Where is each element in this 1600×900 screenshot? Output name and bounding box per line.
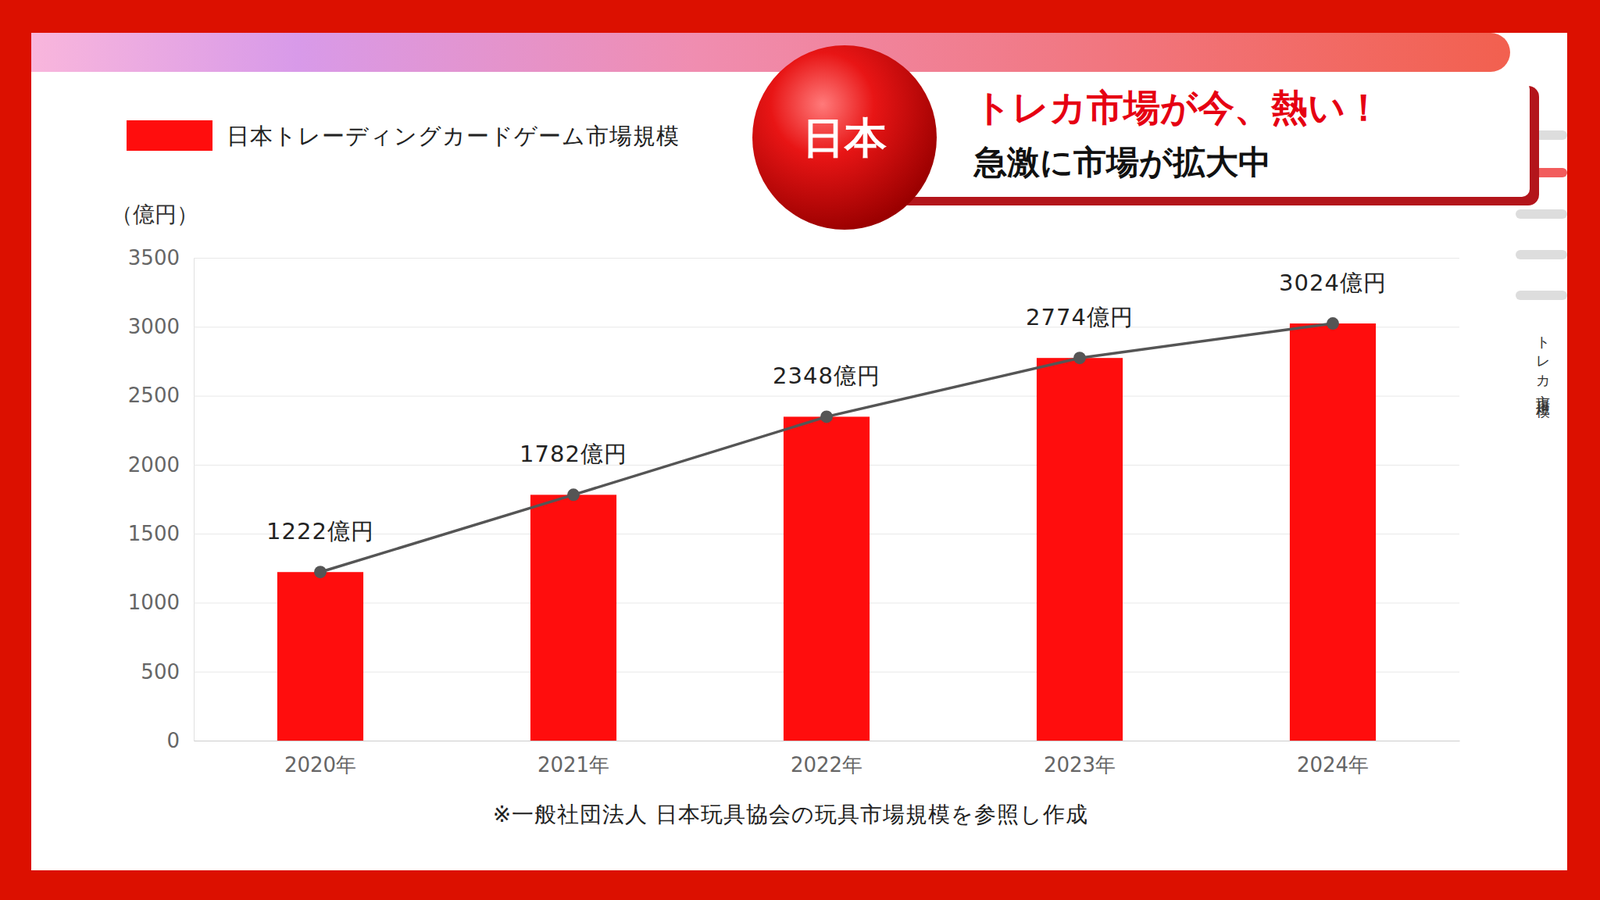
panel xyxy=(31,32,1568,871)
y-axis-title: （億円） xyxy=(110,201,199,228)
bar xyxy=(277,571,364,741)
data-label: 2774億円 xyxy=(1025,303,1134,331)
x-tick: 2020年 xyxy=(284,753,357,777)
top-band xyxy=(31,32,94,72)
line xyxy=(320,323,1333,572)
subtitle: 急激に市場が拡大中 xyxy=(972,142,1272,182)
y-axis-line xyxy=(193,258,195,742)
grid-line xyxy=(193,257,1460,259)
callout-box xyxy=(898,81,1530,197)
y-tick-label: 0 xyxy=(166,728,180,753)
x-tick-label: 2021年 xyxy=(537,753,610,777)
grid-line xyxy=(193,740,1460,742)
frame xyxy=(0,0,1600,900)
marker xyxy=(1326,317,1340,330)
x-tick: 2024年 xyxy=(1296,753,1369,777)
x-tick-label: 2024年 xyxy=(1296,753,1369,777)
x-tick-label: 2023年 xyxy=(1043,753,1116,777)
y-tick-label: 2000 xyxy=(128,453,180,477)
y-tick-label: 1000 xyxy=(128,590,180,615)
side-tab xyxy=(1515,209,1568,219)
bar xyxy=(530,494,617,741)
y-tick-label: 3000 xyxy=(128,314,180,339)
marker xyxy=(314,565,327,579)
badge-text: 日本 xyxy=(802,113,887,163)
marker xyxy=(567,488,580,501)
y-tick-label: 1500 xyxy=(128,521,180,546)
marker xyxy=(1073,351,1086,365)
y-tick: 3000 xyxy=(128,314,1460,339)
legend-swatch xyxy=(126,120,213,151)
bar xyxy=(783,416,870,741)
legend: 日本トレーディングカードゲーム市場規模 xyxy=(126,120,680,151)
y-tick: 3500 xyxy=(128,246,1460,270)
x-tick-label: 2020年 xyxy=(284,753,357,777)
grid-line xyxy=(193,396,1460,397)
source-note: ※一般社団法人 日本玩具協会の玩具市場規模を参照し作成 xyxy=(492,801,1089,828)
data-label: 1222億円 xyxy=(266,517,375,545)
legend-label: 日本トレーディングカードゲーム市場規模 xyxy=(226,122,680,150)
title: トレカ市場が今、熱い！ xyxy=(974,85,1383,129)
side-tab xyxy=(1515,290,1568,300)
badge-sphere xyxy=(752,45,937,230)
x-tick: 2022年 xyxy=(790,753,863,777)
y-tick-label: 2500 xyxy=(128,383,180,408)
x-tick-label: 2022年 xyxy=(790,753,863,777)
side-label: トレカ市場規模 xyxy=(1535,326,1552,419)
y-tick-label: 3500 xyxy=(128,246,180,270)
data-label: 3024億円 xyxy=(1278,269,1387,297)
data-label: 1782億円 xyxy=(519,440,628,468)
top-band xyxy=(31,32,1511,72)
y-axis: 0 500 1000 1500 2000 2500 3000 3500 xyxy=(128,246,1460,753)
y-tick-label: 500 xyxy=(140,660,180,684)
data-labels: 1222億円 1782億円 2348億円 2774億円 3024億円 xyxy=(266,269,1387,545)
data-label: 2348億円 xyxy=(772,362,881,390)
side-tab xyxy=(1515,250,1568,260)
x-tick: 2021年 xyxy=(537,753,610,777)
marker xyxy=(820,410,833,423)
x-axis: 2020年 2021年 2022年 2023年 2024年 xyxy=(194,741,1461,778)
bar xyxy=(1289,323,1376,741)
chart-canvas: トレカ市場が今、熱い！ 急激に市場が拡大中 日本トレカ市場規模 日本トレーディングカー… xyxy=(0,0,1600,900)
x-axis-line xyxy=(194,740,1461,742)
bar xyxy=(1036,357,1123,741)
x-tick: 2023年 xyxy=(1043,753,1116,777)
grid-line xyxy=(193,326,1460,328)
marks xyxy=(277,317,1376,741)
